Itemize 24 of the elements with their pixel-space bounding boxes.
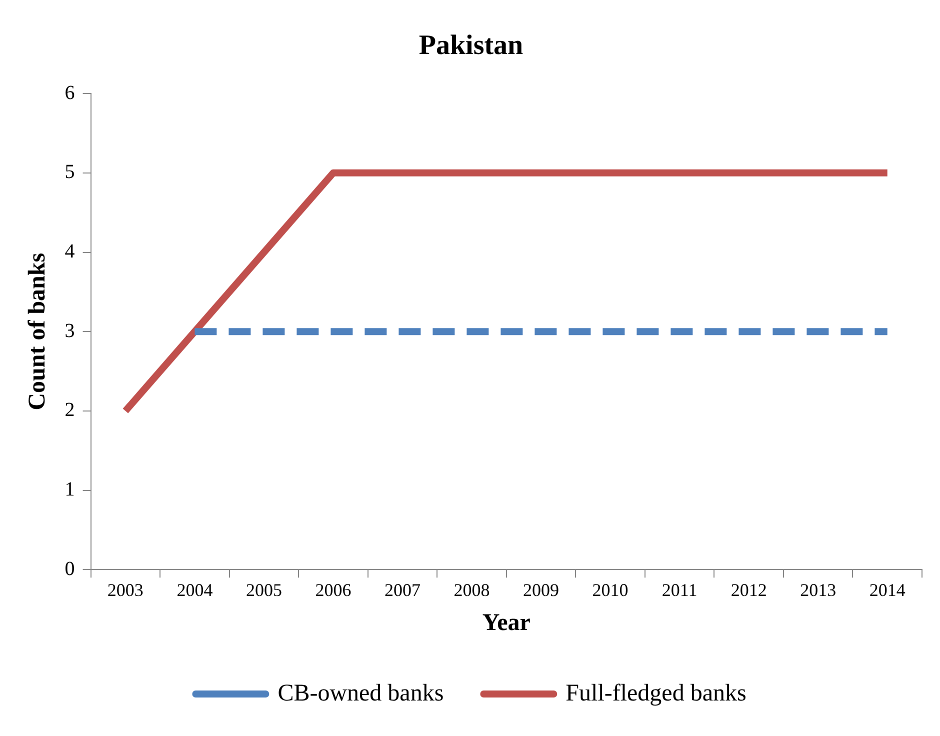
x-tick-label: 2005 (246, 580, 282, 600)
y-tick-label: 6 (64, 82, 75, 104)
y-axis-title: Count of banks (24, 252, 51, 410)
legend-label: CB-owned banks (278, 680, 444, 706)
x-tick-label: 2006 (315, 580, 352, 600)
x-tick-label: 2008 (454, 580, 490, 600)
x-tick-label: 2003 (107, 580, 144, 600)
x-tick-label: 2004 (176, 580, 213, 600)
y-tick-label: 3 (64, 320, 75, 342)
y-tick-label: 1 (64, 478, 75, 501)
y-tick-label: 2 (64, 399, 75, 422)
x-tick-label: 2013 (800, 580, 836, 600)
x-tick-label: 2007 (384, 580, 420, 600)
x-tick-label: 2012 (730, 580, 767, 600)
x-tick-label: 2014 (869, 580, 906, 600)
y-tick-label: 5 (64, 161, 75, 184)
y-tick-label: 4 (64, 240, 75, 263)
y-tick-label: 0 (64, 558, 75, 580)
chart-title: Pakistan (418, 30, 524, 62)
x-tick-label: 2010 (592, 580, 628, 600)
legend-label: Full-fledged banks (566, 680, 746, 706)
x-tick-label: 2011 (662, 580, 698, 600)
x-tick-label: 2009 (523, 580, 560, 600)
x-axis-title: Year (482, 610, 531, 636)
